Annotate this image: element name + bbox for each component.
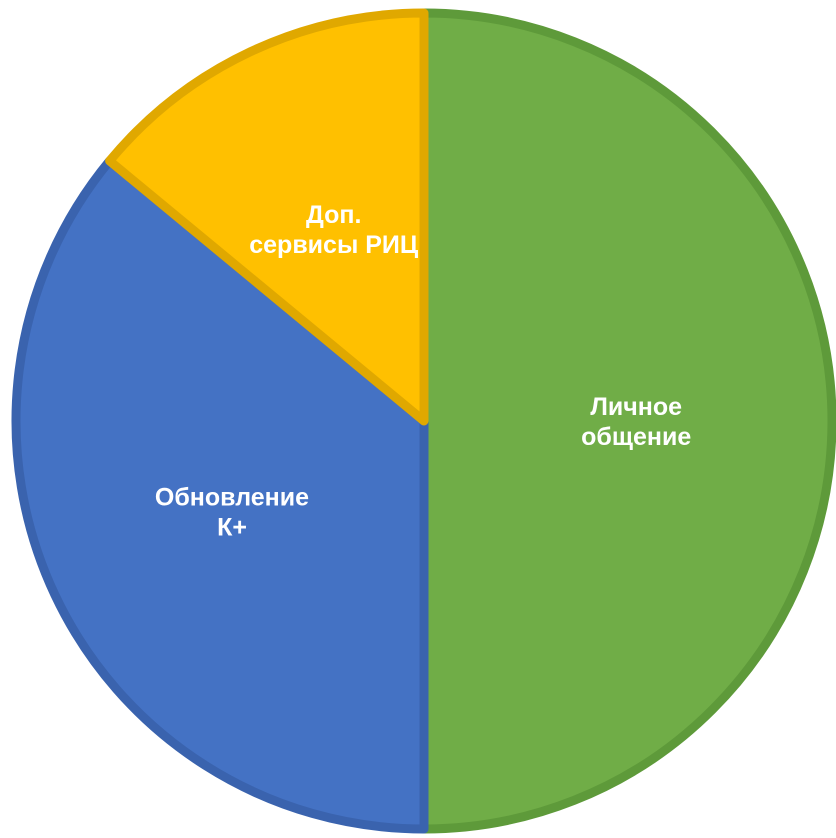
pie-slice-label-0: Личное общение [581,393,691,451]
pie-slice-0 [419,8,836,834]
pie-slice-label-line: Обновление [155,483,309,511]
pie-slice-label-2: Доп. сервисы РИЦ [249,201,419,259]
pie-slice-label-line: Доп. [306,201,361,229]
pie-slice-label-line: Личное [590,393,682,421]
pie-slice-2 [105,8,429,426]
pie-slice-label-line: общение [581,423,691,451]
pie-slice-label-line: сервисы РИЦ [249,231,419,259]
pie-slice-1 [11,156,429,834]
pie-slice-label-1: Обновление К+ [155,483,309,541]
pie-labels: Личное общение Обновление К+ Доп. сервисы РИЦ [155,201,691,541]
pie-slice-label-line: К+ [217,513,247,541]
pie-slices [11,8,836,834]
